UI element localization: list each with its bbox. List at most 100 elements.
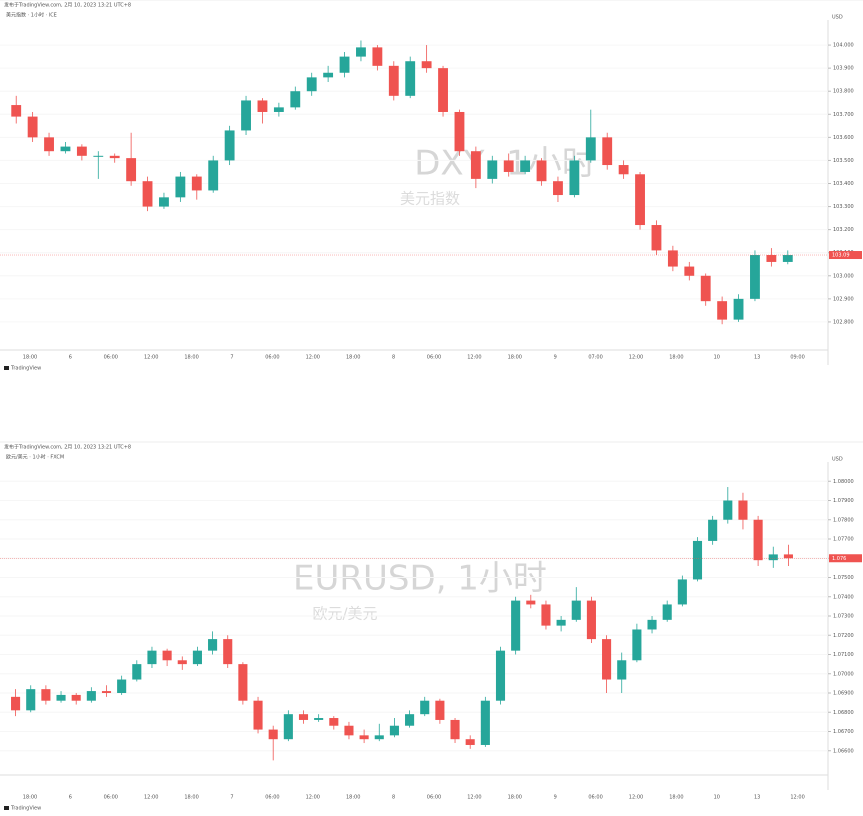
y-tick-label: 103.400 bbox=[833, 181, 854, 187]
x-tick-label: 12:00 bbox=[144, 355, 158, 361]
y-tick-label: 103.900 bbox=[833, 66, 854, 72]
x-tick-label: 9 bbox=[554, 795, 557, 801]
candle-body bbox=[175, 176, 186, 198]
candle-body bbox=[208, 160, 219, 191]
branding: TradingView bbox=[10, 366, 41, 372]
candle-body bbox=[356, 47, 366, 57]
y-tick-label: 1.08000 bbox=[833, 479, 854, 485]
x-tick-label: 12:00 bbox=[629, 795, 643, 801]
x-tick-label: 06:00 bbox=[104, 795, 118, 801]
branding: TradingView bbox=[10, 806, 41, 812]
candle-body bbox=[329, 718, 339, 726]
x-tick-label: 12:00 bbox=[144, 795, 158, 801]
candle-body bbox=[480, 700, 490, 745]
candle-body bbox=[101, 691, 112, 693]
y-tick-label: 103.500 bbox=[833, 158, 854, 164]
x-tick-label: 12:00 bbox=[467, 795, 481, 801]
candle-body bbox=[11, 696, 21, 711]
candle-body bbox=[503, 160, 514, 172]
candle-body bbox=[191, 176, 202, 191]
candle-body bbox=[723, 500, 733, 520]
tv-logo bbox=[4, 806, 9, 810]
candle-body bbox=[147, 650, 157, 665]
candle-body bbox=[257, 100, 268, 112]
candle-body bbox=[306, 77, 317, 92]
x-tick-label: 06:00 bbox=[427, 795, 441, 801]
candle-body bbox=[405, 714, 415, 726]
candle-body bbox=[44, 137, 54, 152]
candle-body bbox=[388, 65, 399, 96]
candle-body bbox=[526, 600, 536, 605]
x-tick-label: 8 bbox=[392, 795, 395, 801]
candle-body bbox=[667, 250, 678, 267]
x-tick-label: 06:00 bbox=[265, 355, 279, 361]
candle-body bbox=[753, 519, 763, 561]
candle-body bbox=[717, 301, 728, 320]
last-price-box bbox=[829, 251, 862, 260]
y-tick-label: 1.07000 bbox=[833, 671, 854, 677]
candle-body bbox=[421, 61, 432, 69]
x-tick-label: 12:00 bbox=[306, 795, 320, 801]
candle-body bbox=[142, 181, 153, 207]
y-tick-label: 103.700 bbox=[833, 112, 854, 118]
y-tick-label: 103.300 bbox=[833, 204, 854, 210]
y-tick-label: 1.06600 bbox=[833, 748, 854, 754]
x-tick-label: 18:00 bbox=[184, 355, 198, 361]
candle-body bbox=[618, 165, 629, 175]
currency: USD bbox=[832, 457, 843, 463]
x-tick-label: 9 bbox=[554, 355, 557, 361]
candle-body bbox=[569, 160, 580, 196]
x-tick-label: 13 bbox=[754, 355, 760, 361]
y-tick-label: 104.000 bbox=[833, 43, 854, 49]
last-price-label: 103.09 bbox=[832, 253, 850, 259]
x-tick-label: 13 bbox=[754, 795, 760, 801]
candle-body bbox=[677, 579, 687, 605]
candle-body bbox=[132, 664, 142, 680]
watermark-title: EURUSD, 1小时 bbox=[293, 559, 547, 599]
candle-body bbox=[290, 91, 301, 108]
x-tick-label: 06:00 bbox=[265, 795, 279, 801]
publisher: 发布于TradingView.com, 2月 10, 2023 13:21 UT… bbox=[4, 444, 131, 451]
candle-body bbox=[283, 714, 293, 740]
candle-body bbox=[109, 155, 120, 159]
candle-body bbox=[647, 619, 657, 630]
x-tick-label: 18:00 bbox=[184, 795, 198, 801]
x-tick-label: 18:00 bbox=[508, 795, 522, 801]
candle-body bbox=[783, 554, 793, 559]
candle-body bbox=[27, 116, 38, 138]
candle-body bbox=[208, 639, 218, 651]
candle-body bbox=[511, 600, 521, 651]
candle-body bbox=[438, 68, 448, 112]
y-tick-label: 103.000 bbox=[833, 273, 854, 279]
candle-body bbox=[487, 160, 498, 179]
candle-body bbox=[372, 47, 383, 66]
candle-body bbox=[733, 298, 744, 320]
candle-body bbox=[253, 700, 263, 730]
x-tick-label: 12:00 bbox=[790, 795, 804, 801]
candle-body bbox=[241, 100, 251, 131]
candle-body bbox=[11, 105, 22, 117]
candle-body bbox=[117, 679, 127, 693]
candle-body bbox=[520, 160, 531, 172]
x-tick-label: 07:00 bbox=[588, 355, 602, 361]
x-tick-label: 7 bbox=[230, 795, 233, 801]
x-tick-label: 06:00 bbox=[104, 355, 118, 361]
candle-body bbox=[93, 155, 104, 157]
x-tick-label: 18:00 bbox=[23, 795, 37, 801]
x-tick-label: 18:00 bbox=[23, 355, 37, 361]
candle-body bbox=[495, 650, 506, 701]
legend-text: 欧元/美元 · 1小时 · FXCM bbox=[6, 454, 64, 461]
watermark-subtitle: 欧元/美元 bbox=[312, 605, 377, 623]
y-tick-label: 1.07700 bbox=[833, 537, 854, 543]
candle-body bbox=[268, 729, 278, 740]
y-tick-label: 1.07900 bbox=[833, 498, 854, 504]
x-tick-label: 6 bbox=[69, 355, 72, 361]
candle-body bbox=[585, 137, 596, 161]
y-tick-label: 1.06700 bbox=[833, 729, 854, 735]
candle-body bbox=[71, 694, 81, 701]
x-tick-label: 06:00 bbox=[427, 355, 441, 361]
candle-body bbox=[556, 619, 566, 626]
candle-body bbox=[162, 650, 172, 661]
candle-body bbox=[323, 72, 334, 78]
candle-body bbox=[536, 160, 547, 182]
